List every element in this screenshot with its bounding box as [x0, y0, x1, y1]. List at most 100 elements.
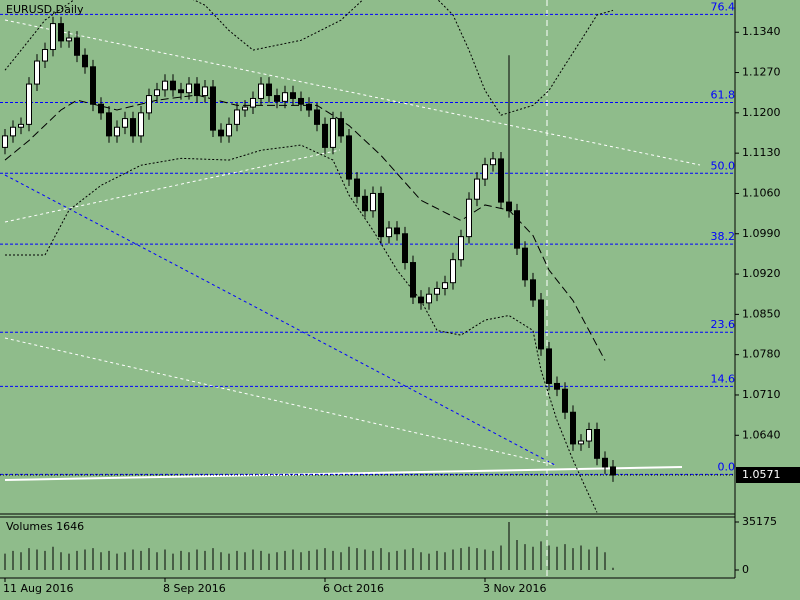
candle-body: [578, 440, 584, 445]
candle-body: [594, 429, 600, 459]
candle-body: [210, 86, 216, 131]
x-tick-label: 11 Aug 2016: [3, 582, 73, 595]
y-tick-label: 1.1060: [742, 186, 781, 199]
candle-body: [50, 23, 56, 51]
candle-body: [314, 109, 320, 125]
candle-body: [226, 123, 232, 137]
candle-body: [498, 158, 504, 203]
candle-body: [522, 247, 528, 281]
candle-body: [546, 348, 552, 384]
trend-line: [4, 174, 556, 466]
candle-body: [514, 210, 520, 249]
candle-body: [74, 37, 80, 56]
fib-label: 76.4: [711, 0, 736, 13]
candle-body: [274, 95, 280, 102]
fib-label: 61.8: [711, 88, 736, 101]
candle-body: [418, 296, 424, 304]
candle-body: [194, 83, 200, 97]
y-tick-label: 1.0640: [742, 428, 781, 441]
candle-body: [162, 80, 168, 91]
candle-body: [170, 80, 176, 91]
candle-body: [482, 164, 488, 180]
candle-body: [10, 126, 16, 137]
plot-area: [0, 0, 735, 513]
candle-body: [298, 97, 304, 105]
x-tick-label: 8 Sep 2016: [163, 582, 226, 595]
candle-body: [242, 106, 248, 111]
candle-body: [378, 192, 384, 238]
trend-line: [4, 19, 701, 166]
candle-body: [570, 411, 576, 445]
volume-tick-label: 35175: [742, 515, 777, 528]
candle-body: [474, 178, 480, 200]
candle-body: [146, 95, 152, 114]
last-price-box: [736, 467, 800, 483]
candle-body: [154, 89, 160, 97]
fib-label: 0.0: [718, 460, 736, 473]
drawing-objects: [4, 19, 701, 481]
y-tick-label: 1.0780: [742, 348, 781, 361]
candle-body: [178, 89, 184, 94]
candle-body: [106, 112, 112, 137]
x-tick-label: 6 Oct 2016: [323, 582, 384, 595]
candle-body: [346, 135, 352, 180]
candle-body: [18, 123, 24, 128]
x-tick-label: 3 Nov 2016: [483, 582, 546, 595]
candle-body: [266, 83, 272, 97]
candle-body: [282, 92, 288, 102]
candle-body: [306, 103, 312, 111]
candle-body: [426, 293, 432, 304]
candle-body: [218, 129, 224, 137]
candle-body: [354, 178, 360, 197]
candle-body: [122, 118, 128, 128]
candle-body: [610, 466, 616, 476]
trend-line: [4, 337, 556, 466]
indicator-line: [4, 94, 606, 361]
volume-title: Volumes 1646: [6, 520, 84, 533]
candle-body: [234, 109, 240, 125]
candle-body: [394, 227, 400, 235]
candle-body: [58, 23, 64, 42]
candle-body: [90, 66, 96, 105]
candle-body: [42, 49, 48, 62]
candle-body: [442, 282, 448, 289]
y-tick-label: 1.0850: [742, 307, 781, 320]
candle-body: [410, 262, 416, 298]
y-tick-label: 1.1130: [742, 146, 781, 159]
indicator-line: [5, 144, 598, 513]
candle-body: [34, 60, 40, 85]
candle-body: [330, 118, 336, 148]
candle-body: [562, 388, 568, 413]
candle-body: [186, 83, 192, 94]
candle-body: [258, 83, 264, 99]
fib-label: 14.6: [711, 372, 736, 385]
trend-line: [4, 466, 683, 481]
candle-body: [490, 158, 496, 166]
candle-body: [554, 382, 560, 390]
candle-body: [602, 457, 608, 468]
y-tick-label: 1.1340: [742, 25, 781, 38]
candle-body: [130, 118, 136, 137]
candle-body: [506, 201, 512, 212]
candle-body: [466, 198, 472, 238]
candle-body: [530, 279, 536, 301]
last-price-label: 1.0571: [742, 468, 781, 481]
y-tick-label: 1.0710: [742, 388, 781, 401]
candle-body: [2, 135, 8, 148]
candle-body: [538, 299, 544, 350]
candle-body: [338, 118, 344, 137]
fib-label: 23.6: [711, 318, 736, 331]
candle-body: [458, 236, 464, 261]
y-tick-label: 1.1270: [742, 66, 781, 79]
y-tick-label: 1.1200: [742, 106, 781, 119]
candle-body: [450, 259, 456, 284]
volume-tick-label: 0: [742, 563, 749, 576]
candle-body: [402, 233, 408, 264]
candle-body: [114, 126, 120, 137]
candle-body: [26, 83, 32, 125]
y-tick-label: 1.0920: [742, 267, 781, 280]
candle-body: [82, 54, 88, 68]
